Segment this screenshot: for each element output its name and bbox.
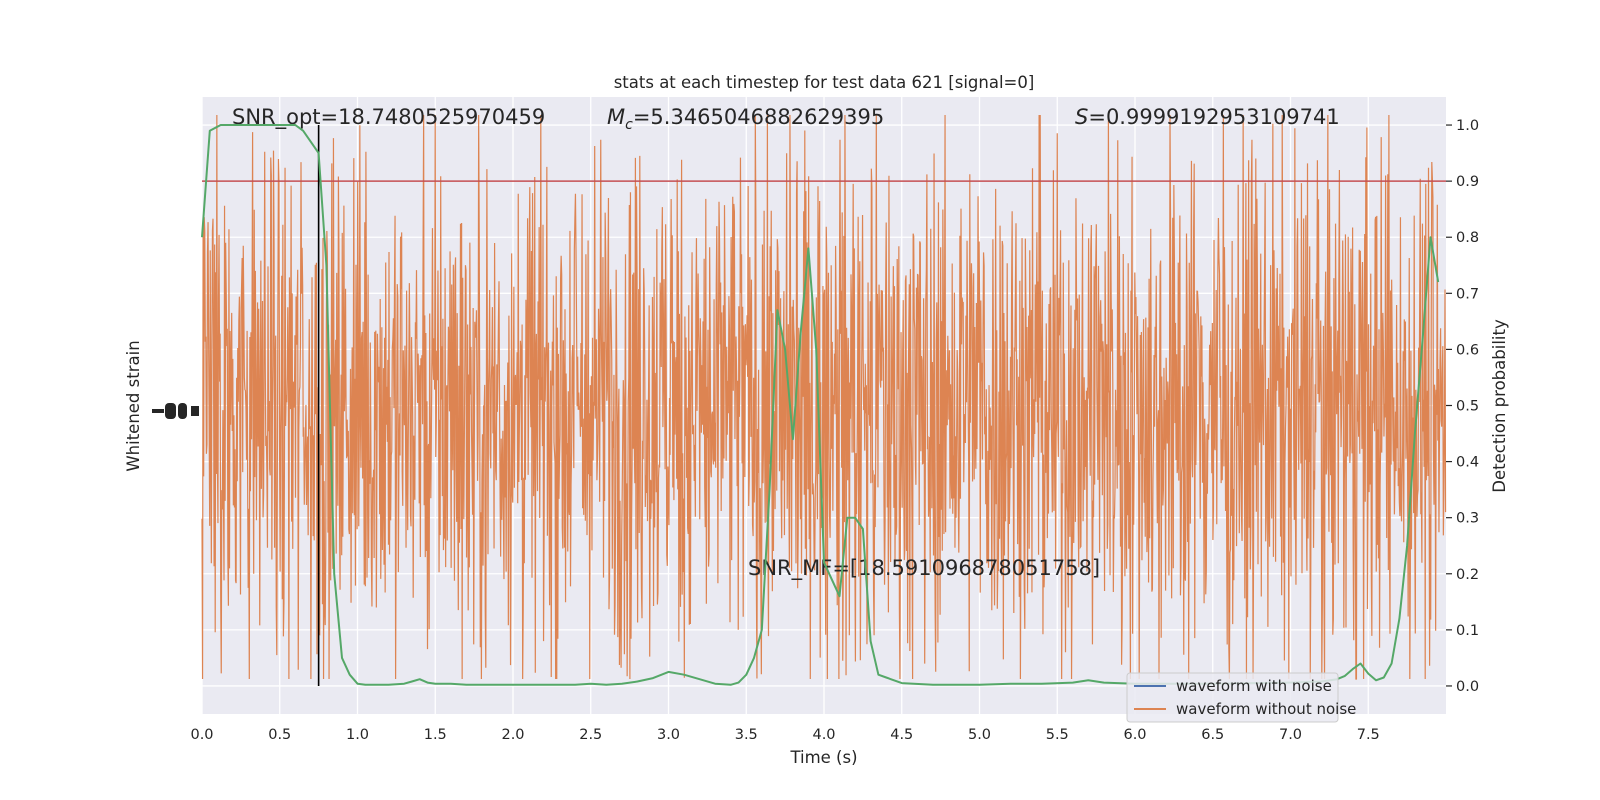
x-tick-label: 2.0: [501, 727, 524, 743]
x-tick-label: 0.0: [190, 727, 213, 743]
noisy-waveform: [201, 114, 1447, 680]
x-tick-label: 6.5: [1201, 727, 1224, 743]
left-tick-glyph: [165, 403, 176, 419]
y-tick-label: 0.4: [1456, 455, 1479, 471]
noisy-waveform-trace: [201, 114, 1447, 680]
legend: waveform with noise waveform without noi…: [1126, 672, 1356, 723]
legend-box: [1126, 672, 1339, 723]
chirp-mass-subscript: c: [625, 117, 633, 133]
x-tick-label: 5.0: [968, 727, 991, 743]
chirp-mass-symbol: M: [607, 105, 625, 129]
x-tick-label: 6.0: [1123, 727, 1146, 743]
y-tick-label: 0.0: [1456, 679, 1479, 695]
left-axis-tick-labels: [152, 403, 199, 419]
x-tick-label: 3.5: [735, 727, 758, 743]
x-tick-label: 5.5: [1046, 727, 1069, 743]
y-axis-right-ticks: 0.0 0.1 0.2 0.3 0.4 0.5 0.6 0.7 0.8 0.9 1.0: [1446, 118, 1479, 695]
y-tick-label: 0.1: [1456, 623, 1479, 639]
y-tick-label: 0.9: [1456, 174, 1479, 190]
legend-label-with-noise: waveform with noise: [1176, 677, 1332, 695]
y-tick-label: 0.5: [1456, 399, 1479, 415]
x-tick-label: 2.5: [579, 727, 602, 743]
y-tick-label: 0.7: [1456, 286, 1479, 302]
left-tick-glyph: [152, 409, 164, 413]
x-tick-label: 7.5: [1357, 727, 1380, 743]
chart-title: stats at each timestep for test data 621…: [614, 73, 1035, 92]
x-tick-label: 4.0: [812, 727, 835, 743]
chirp-mass-value: =5.3465046882629395: [633, 105, 884, 129]
y-axis-right-label: Detection probability: [1490, 319, 1509, 493]
x-tick-label: 4.5: [890, 727, 913, 743]
snr-opt-annotation: SNR_opt=18.7480525970459: [232, 105, 545, 130]
y-tick-label: 0.8: [1456, 230, 1479, 246]
y-tick-label: 0.3: [1456, 511, 1479, 527]
x-tick-label: 1.5: [424, 727, 447, 743]
y-axis-left-label: Whitened strain: [124, 340, 143, 471]
y-tick-label: 0.6: [1456, 342, 1479, 358]
left-tick-glyph: [191, 406, 199, 416]
s-value: =0.9999192953109741: [1088, 105, 1339, 129]
legend-label-without-noise: waveform without noise: [1176, 700, 1356, 718]
x-tick-label: 7.0: [1279, 727, 1302, 743]
snr-mf-annotation: SNR_MF=[18.591096878051758]: [748, 556, 1100, 581]
x-tick-label: 1.0: [346, 727, 369, 743]
y-tick-label: 1.0: [1456, 118, 1479, 134]
s-symbol: S: [1075, 105, 1088, 129]
s-annotation: S=0.9999192953109741: [1075, 105, 1340, 129]
y-tick-label: 0.2: [1456, 567, 1479, 583]
x-axis-label: Time (s): [789, 748, 857, 767]
left-tick-glyph: [178, 403, 187, 419]
x-axis-ticks: 0.0 0.5 1.0 1.5 2.0 2.5 3.0 3.5 4.0 4.5 5.0 5.5 6.0 6…: [190, 727, 1379, 743]
x-tick-label: 0.5: [268, 727, 291, 743]
chirp-mass-annotation: Mc=5.3465046882629395: [607, 105, 884, 133]
x-tick-label: 3.0: [657, 727, 680, 743]
